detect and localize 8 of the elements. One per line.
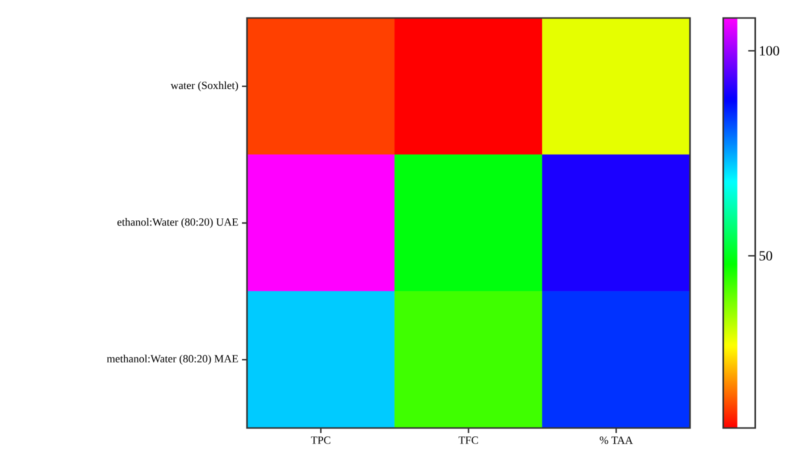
y-tick-label: water (Soxhlet) — [170, 81, 238, 92]
y-tick-label: ethanol:Water (80:20) UAE — [117, 218, 238, 228]
x-tick-label: % TAA — [600, 436, 633, 444]
x-tick-label: TPC — [310, 436, 330, 444]
color-bar-label: 100 — [760, 46, 780, 56]
y-tick-label: methanol:Water (80:20) MAE — [106, 354, 238, 365]
color-bar-label: 50 — [760, 251, 772, 261]
x-tick-label: TFC — [458, 436, 478, 444]
